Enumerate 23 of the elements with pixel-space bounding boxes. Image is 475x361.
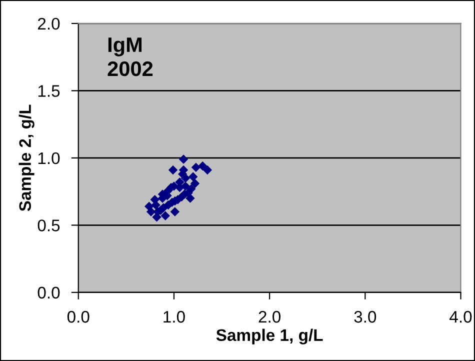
y-tick-label: 2.0 — [38, 18, 60, 30]
point — [190, 178, 200, 188]
y-tick-label: 1.0 — [38, 152, 60, 164]
x-tick-label: 4.0 — [450, 310, 472, 323]
point — [168, 165, 178, 175]
x-tick-label: 2.0 — [258, 310, 280, 323]
x-tick-label: 0.0 — [67, 310, 90, 323]
point — [191, 162, 201, 172]
point — [170, 207, 180, 216]
x-tick-label: 3.0 — [354, 310, 376, 323]
point — [186, 184, 196, 194]
y-axis-title: Sample 2, g/L — [18, 104, 34, 212]
point — [178, 154, 188, 164]
y-tick-label: 0.5 — [38, 220, 60, 232]
x-axis-title: Sample 1, g/L — [216, 328, 323, 344]
y-tick-label: 1.5 — [38, 85, 60, 97]
point — [151, 200, 160, 210]
point — [202, 165, 212, 175]
y-tick-label: 0.0 — [38, 286, 60, 299]
point — [188, 172, 198, 182]
annotation: IgM 2002 — [108, 38, 153, 76]
x-tick-label: 1.0 — [164, 310, 185, 323]
point — [160, 211, 170, 220]
